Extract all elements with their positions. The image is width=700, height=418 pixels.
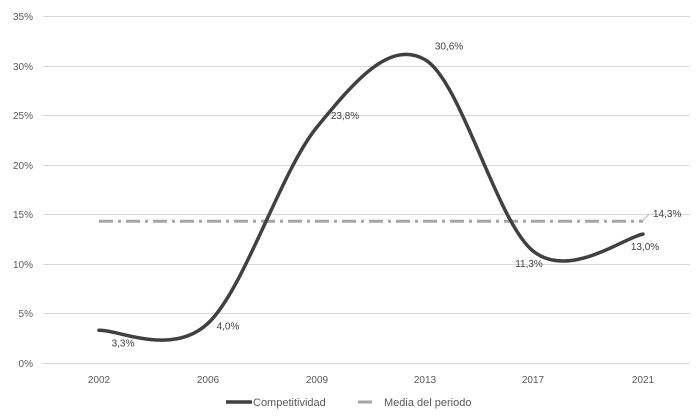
y-tick-label: 20% bbox=[13, 161, 33, 172]
x-tick-label: 2009 bbox=[306, 375, 329, 386]
data-label-media: 14,3% bbox=[653, 209, 681, 220]
x-tick-label: 2006 bbox=[197, 375, 220, 386]
y-tick-label: 5% bbox=[19, 309, 34, 320]
legend-label-competitividad: Competitividad bbox=[253, 397, 326, 409]
x-tick-label: 2002 bbox=[88, 375, 111, 386]
legend: Competitividad Media del periodo bbox=[226, 397, 471, 409]
data-label: 3,3% bbox=[112, 338, 135, 349]
data-labels: 3,3% 4,0% 23,8% 30,6% 11,3% 13,0% 14,3% bbox=[112, 42, 682, 350]
y-tick-label: 25% bbox=[13, 111, 33, 122]
data-label: 4,0% bbox=[217, 321, 240, 332]
y-tick-label: 0% bbox=[19, 359, 34, 370]
data-label: 13,0% bbox=[631, 242, 659, 253]
data-label: 11,3% bbox=[515, 259, 543, 270]
x-tick-label: 2017 bbox=[522, 375, 545, 386]
legend-label-media: Media del periodo bbox=[384, 397, 471, 409]
y-tick-label: 15% bbox=[13, 210, 33, 221]
y-tick-label: 30% bbox=[13, 62, 33, 73]
leader-line bbox=[642, 213, 650, 221]
series-competitividad-line bbox=[97, 52, 645, 342]
series bbox=[97, 52, 645, 342]
x-tick-label: 2013 bbox=[414, 375, 437, 386]
axes: 0% 5% 10% 15% 20% 25% 30% 35% 2002 2006 2009 2013 20… bbox=[13, 12, 655, 386]
x-tick-label: 2021 bbox=[632, 375, 655, 386]
data-label: 30,6% bbox=[435, 42, 463, 53]
gridlines bbox=[43, 16, 690, 364]
y-tick-label: 35% bbox=[13, 12, 33, 23]
data-label: 23,8% bbox=[331, 111, 359, 122]
y-tick-label: 10% bbox=[13, 260, 33, 271]
